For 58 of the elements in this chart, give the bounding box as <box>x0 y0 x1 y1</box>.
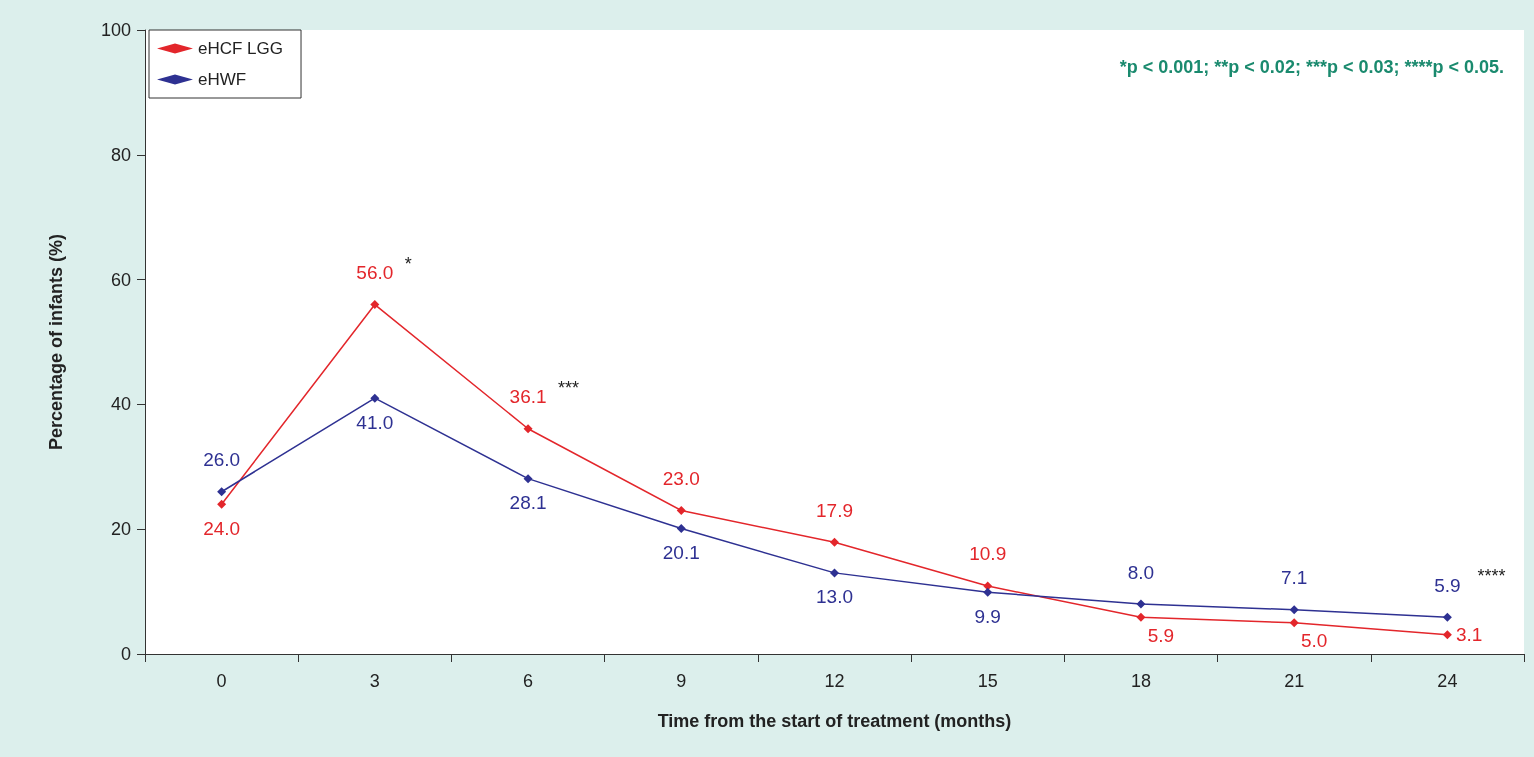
x-tick-label: 24 <box>1437 671 1458 691</box>
point <box>370 300 380 310</box>
y-axis-title: Percentage of infants (%) <box>46 233 66 451</box>
point <box>676 524 686 534</box>
y-tick-label: 40 <box>110 394 131 415</box>
point <box>1136 612 1146 622</box>
point <box>523 424 533 434</box>
x-tick-label: 6 <box>523 671 534 691</box>
y-tick-label: 60 <box>110 269 131 290</box>
point <box>217 487 227 497</box>
data-label: 28.1 <box>509 492 547 514</box>
y-tick-label: 80 <box>110 144 131 165</box>
data-label: 5.0 <box>1300 630 1328 652</box>
y-tick-label: 0 <box>120 644 131 664</box>
point <box>1442 612 1452 622</box>
data-label: 13.0 <box>816 586 853 608</box>
point <box>1136 599 1146 609</box>
annotation: *** <box>558 377 580 398</box>
x-tick-label: 12 <box>824 671 845 691</box>
data-label: 41.0 <box>356 411 394 433</box>
data-label: 20.1 <box>662 542 700 564</box>
annotation: **** <box>1477 566 1506 587</box>
y-tick-label: 100 <box>100 20 131 40</box>
data-label: 17.9 <box>816 499 853 521</box>
point <box>370 393 380 403</box>
data-label: 8.0 <box>1127 561 1155 583</box>
data-label: 5.9 <box>1147 624 1175 646</box>
point <box>676 505 686 515</box>
data-label: 36.1 <box>509 386 547 408</box>
x-tick-label: 9 <box>676 671 687 691</box>
x-tick-label: 15 <box>977 671 998 691</box>
point <box>1289 618 1299 628</box>
data-label: 10.9 <box>969 543 1007 565</box>
point <box>983 587 993 597</box>
x-tick-label: 18 <box>1130 671 1151 691</box>
y-tick-label: 20 <box>110 519 131 540</box>
x-tick-label: 21 <box>1284 671 1305 691</box>
x-tick-label: 3 <box>369 671 380 691</box>
point <box>830 568 839 578</box>
data-label: 7.1 <box>1280 567 1308 589</box>
legend-label: eHCF LGG <box>198 39 284 58</box>
annotation: *p < 0.001; **p < 0.02; ***p < 0.03; ****p < 0.05. <box>1119 57 1504 77</box>
x-tick-label: 0 <box>216 671 227 691</box>
x-axis-title: Time from the start of treatment (months) <box>657 711 1012 731</box>
data-label: 3.1 <box>1455 624 1483 646</box>
legend-label: eHWF <box>198 70 247 89</box>
data-label: 9.9 <box>974 605 1001 627</box>
point <box>1442 630 1452 640</box>
point <box>217 499 227 509</box>
data-label: 24.0 <box>203 517 241 539</box>
data-label: 23.0 <box>662 467 700 489</box>
point <box>523 474 533 484</box>
data-label: 26.0 <box>203 449 241 471</box>
point <box>830 537 839 547</box>
data-label: 5.9 <box>1434 574 1461 596</box>
data-label: 56.0 <box>356 262 394 284</box>
annotation: * <box>404 253 412 274</box>
point <box>1289 605 1299 615</box>
